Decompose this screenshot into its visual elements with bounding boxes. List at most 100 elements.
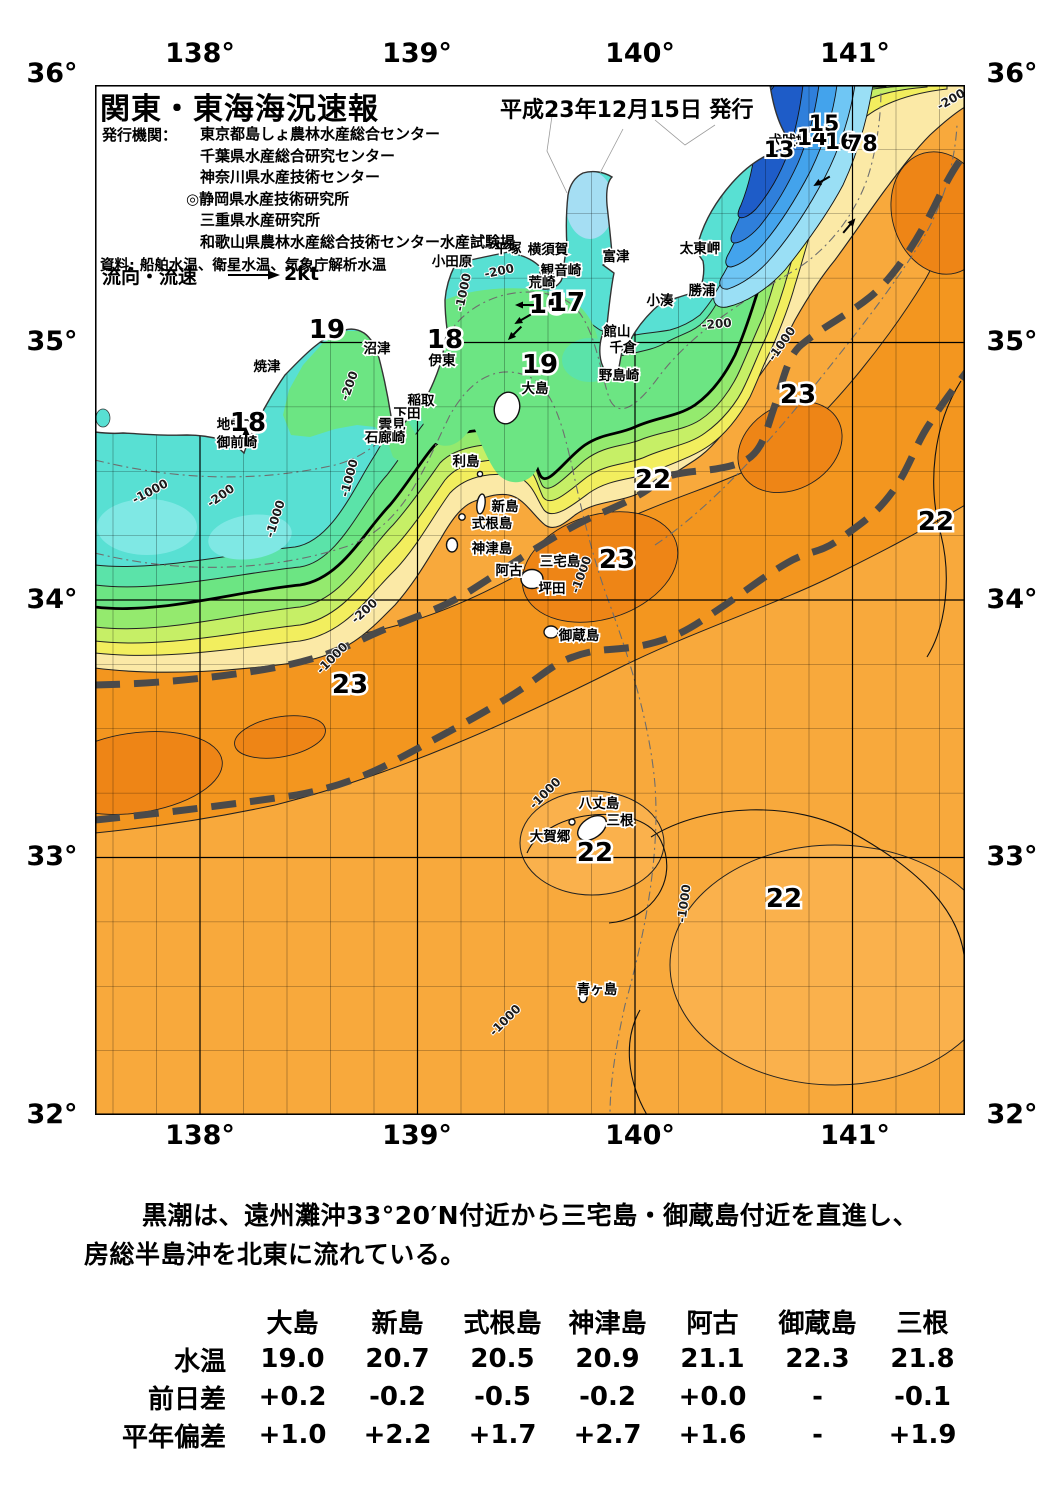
map-border bbox=[94, 84, 966, 1116]
place-label: 大島 bbox=[522, 380, 550, 397]
island-aogashima bbox=[578, 990, 588, 1004]
pale-cyan-cell bbox=[97, 499, 197, 555]
sst-map-container: -200 -1000 -200 -1000 -200 -1000 -1000 -1000 -20… bbox=[94, 84, 966, 1116]
table-col-header: 神津島 bbox=[568, 1308, 647, 1339]
island-hachijojima bbox=[576, 814, 608, 842]
station-temperature-table: 大島 新島 式根島 神津島 阿古 御蔵島 三根 水温 19.0 20.7 20.5 20.9 21.1 2… bbox=[90, 1302, 975, 1454]
place-label: 石廊崎 bbox=[364, 429, 406, 446]
table-col-header: 阿古 bbox=[686, 1308, 739, 1339]
place-label: 沼津 bbox=[364, 340, 391, 357]
axis-label: 35° bbox=[26, 326, 78, 357]
place-label: 荒崎 bbox=[528, 274, 557, 291]
place-label: 勝浦 bbox=[689, 282, 717, 299]
place-label: 稲取 bbox=[408, 392, 435, 409]
table-cell: +1.9 bbox=[888, 1420, 957, 1450]
place-label: 雲見 bbox=[379, 417, 406, 433]
prefecture-borders bbox=[546, 108, 716, 194]
sst-label: 18 bbox=[427, 325, 463, 355]
org-item: 和歌山県農林水産総合技術センター水産試験場 bbox=[200, 232, 516, 251]
table-cell: +1.0 bbox=[258, 1420, 327, 1450]
kuroshio-lines bbox=[95, 148, 965, 824]
current-legend-speed: 2kt bbox=[284, 263, 319, 285]
table-col-header: 新島 bbox=[371, 1308, 424, 1339]
materials-note: 資料: 船舶水温、衛星水温、気象庁解析水温 bbox=[100, 258, 387, 274]
table-cell: -0.1 bbox=[894, 1382, 951, 1412]
current-arrow bbox=[842, 218, 856, 234]
place-label: 青ヶ島 bbox=[577, 981, 618, 998]
table-cell: +2.2 bbox=[363, 1420, 432, 1450]
table-cell: -0.5 bbox=[474, 1382, 531, 1412]
current-legend-label: 流向・流速 bbox=[102, 266, 198, 288]
island-niijima bbox=[476, 493, 486, 515]
axis-label: 138° bbox=[165, 1120, 235, 1151]
place-label: 三根 bbox=[607, 812, 635, 829]
place-label: 伊東 bbox=[428, 352, 456, 369]
table-cell: - bbox=[812, 1382, 823, 1412]
tokyo-bay-cell bbox=[566, 171, 614, 239]
place-label: 小湊 bbox=[647, 292, 675, 309]
axis-label: 36° bbox=[26, 58, 78, 89]
axis-label: 140° bbox=[605, 38, 675, 69]
island-oshima bbox=[493, 391, 521, 425]
current-arrow bbox=[813, 175, 831, 186]
table-col-header: 三根 bbox=[896, 1308, 949, 1339]
axis-label: 35° bbox=[986, 326, 1038, 357]
table-cell: -0.2 bbox=[369, 1382, 426, 1412]
axis-label: 141° bbox=[820, 1120, 890, 1151]
sst-label: 15 bbox=[809, 112, 840, 137]
table-cell: 19.0 bbox=[260, 1344, 325, 1374]
current-arrow bbox=[507, 325, 523, 341]
place-label: 神津島 bbox=[472, 540, 513, 557]
place-label: 野島崎 bbox=[599, 367, 640, 384]
oshima-green-tongue bbox=[416, 288, 617, 483]
sst-label: 22 bbox=[918, 507, 954, 537]
place-label: 三宅島 bbox=[540, 553, 581, 570]
org-item: 神奈川県水産技術センター bbox=[200, 168, 381, 186]
table-corner bbox=[90, 1302, 240, 1340]
sst-label: 22 bbox=[635, 465, 671, 495]
place-label: 観音崎 bbox=[541, 262, 582, 279]
island-shikinejima bbox=[458, 513, 466, 521]
page-title: 関東・東海海況速報 bbox=[100, 92, 379, 127]
org-item: ◎静岡県水産技術研究所 bbox=[186, 189, 350, 208]
table-cell: 22.3 bbox=[785, 1344, 850, 1374]
place-label: 新島 bbox=[492, 498, 520, 515]
island-kozushima bbox=[445, 537, 459, 553]
description-line1: 黒潮は、遠州灘沖33°20′N付近から三宅島・御蔵島付近を直進し、 bbox=[142, 1201, 919, 1230]
place-label: 下田 bbox=[394, 406, 421, 422]
sst-label: 23 bbox=[599, 545, 635, 575]
org-label: 発行機関： bbox=[102, 126, 178, 144]
table-cell: - bbox=[812, 1420, 823, 1450]
table-cell: +0.2 bbox=[258, 1382, 327, 1412]
axis-label: 139° bbox=[382, 1120, 452, 1151]
island-miyakejima bbox=[520, 568, 544, 590]
table-cell: 20.7 bbox=[365, 1344, 430, 1374]
place-label: 小田原 bbox=[432, 254, 473, 270]
pale-cyan-cell2 bbox=[208, 514, 292, 560]
current-legend-arrow bbox=[228, 270, 280, 280]
place-label: 坪田 bbox=[539, 581, 566, 597]
sst-label: 22 bbox=[766, 884, 802, 914]
description-line2: 房総半島沖を北東に流れている。 bbox=[84, 1240, 466, 1269]
sst-label: 23 bbox=[780, 380, 816, 410]
depth-labels: -200-1000-200 -1000-200-1000-1000-1000-20… bbox=[129, 85, 965, 1040]
org-item: 東京都島しょ農林水産総合センター bbox=[200, 125, 441, 143]
place-label: 犬吠埼 bbox=[769, 132, 810, 149]
current-arrow bbox=[515, 301, 534, 309]
place-label: 御前崎 bbox=[216, 434, 258, 451]
sst-label: 19 bbox=[522, 350, 558, 380]
sst-label: 17 bbox=[549, 288, 585, 318]
axis-label: 138° bbox=[165, 38, 235, 69]
island-mikurajima bbox=[543, 625, 559, 639]
place-label: 地頭方 bbox=[217, 416, 258, 433]
axis-label: 32° bbox=[26, 1099, 78, 1130]
depth-label: -200 bbox=[701, 316, 732, 333]
axis-label: 140° bbox=[605, 1120, 675, 1151]
place-label: 富津 bbox=[603, 248, 631, 265]
axis-label: 33° bbox=[26, 841, 78, 872]
place-label: 利島 bbox=[453, 453, 480, 470]
axis-label: 34° bbox=[26, 584, 78, 615]
place-label: 平塚 bbox=[495, 241, 523, 257]
